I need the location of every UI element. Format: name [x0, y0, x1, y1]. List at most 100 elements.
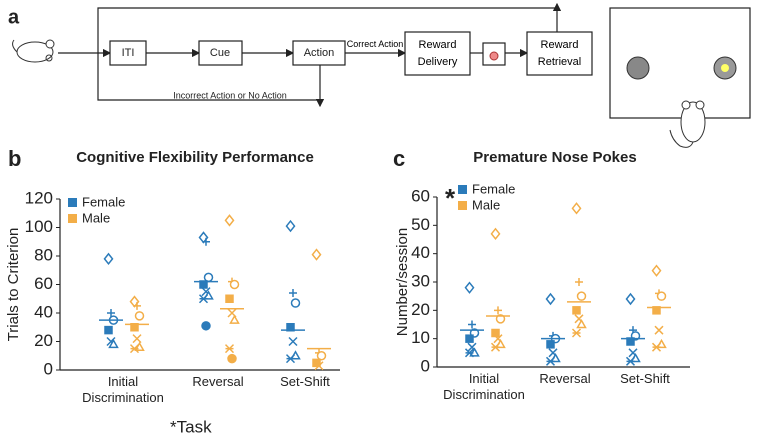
point [104, 325, 113, 335]
point [107, 309, 115, 317]
point [198, 294, 209, 304]
point [316, 351, 327, 361]
x-tick-label: Set-Shift [280, 374, 330, 389]
point [285, 354, 296, 364]
point [464, 348, 475, 358]
point [572, 306, 581, 315]
x-tick-label: Set-Shift [620, 371, 670, 386]
panel-label: c [393, 146, 405, 171]
x-tick-label: Reversal [539, 371, 591, 386]
point [656, 338, 667, 349]
y-tick-label: 40 [411, 243, 430, 262]
point [490, 342, 501, 352]
legend-swatch [68, 198, 77, 207]
point [495, 314, 506, 324]
box-label: ITI [122, 47, 135, 59]
x-tick-wrap: Reversal [539, 371, 591, 386]
x-tick-label: Reversal [192, 374, 244, 389]
point [490, 227, 501, 241]
point [575, 278, 583, 286]
box-label: Action [304, 47, 335, 59]
panel-label: a [8, 6, 20, 28]
y-axis-label: Number/session [394, 228, 411, 336]
chart-title: Cognitive Flexibility Performance [76, 149, 314, 166]
point [654, 325, 664, 335]
y-tick-label: 60 [411, 186, 430, 205]
y-axis-label: Trials to Criterion [5, 228, 22, 342]
light [721, 64, 729, 72]
point [545, 292, 556, 306]
y-tick-label: 10 [411, 328, 430, 347]
point [468, 320, 476, 329]
y-tick-label: 120 [25, 188, 53, 207]
point [108, 338, 119, 349]
panel-label: b [8, 146, 21, 171]
y-tick-label: 0 [421, 356, 430, 375]
x-tick-wrap: Initial Discrimination [443, 371, 525, 402]
point [314, 361, 324, 371]
point [630, 352, 641, 363]
point [546, 340, 555, 349]
y-tick-label: 80 [34, 245, 53, 264]
annotation: *Task [170, 417, 212, 435]
loop-line [97, 53, 320, 101]
point [103, 252, 114, 266]
y-tick-label: 40 [34, 302, 53, 321]
incorrect-label: Incorrect Action or No Action [173, 90, 287, 100]
y-tick-label: 60 [34, 274, 53, 293]
x-tick-wrap: Initial Discrimination [82, 374, 164, 405]
point [202, 237, 210, 246]
box [526, 31, 593, 76]
legend-swatch [458, 201, 467, 210]
point [229, 279, 240, 290]
legend-label: Female [472, 181, 515, 196]
legend-label: Male [82, 210, 110, 225]
legend-swatch [68, 214, 77, 223]
y-tick-label: 100 [25, 217, 53, 236]
box-label: Cue [210, 47, 230, 59]
point [651, 342, 662, 352]
point [132, 334, 142, 344]
chart-title: Premature Nose Pokes [473, 149, 636, 166]
point [285, 219, 296, 233]
point [494, 306, 502, 315]
point [225, 294, 234, 303]
box [292, 40, 346, 66]
point [651, 264, 662, 277]
x-tick-label: Initial Discrimination [443, 371, 525, 402]
point [290, 350, 301, 360]
point [133, 301, 141, 310]
point [227, 353, 237, 364]
legend-label: Female [82, 194, 125, 209]
legend-label: Male [472, 197, 500, 212]
mouse-icon [669, 100, 706, 148]
mouse-icon [12, 39, 55, 63]
point [201, 321, 211, 331]
box-label: Reward Retrieval [537, 39, 582, 68]
loop-line [97, 7, 557, 53]
point [134, 311, 145, 321]
point [465, 334, 474, 343]
pellet [489, 51, 499, 61]
point [576, 291, 587, 301]
point [550, 352, 561, 363]
point [290, 298, 301, 308]
box-label: Reward Delivery [417, 39, 458, 68]
point [129, 344, 140, 354]
point [224, 214, 235, 227]
point [464, 281, 475, 294]
y-tick-label: 30 [411, 271, 430, 290]
point [625, 356, 636, 366]
annotation: * [445, 183, 456, 213]
correct-label: Correct Action [346, 39, 404, 49]
x-tick-wrap: Set-Shift [620, 371, 670, 386]
legend-swatch [458, 185, 467, 194]
y-tick-label: 20 [34, 331, 53, 350]
nose-hole [626, 56, 650, 80]
x-tick-wrap: Set-Shift [280, 374, 330, 389]
point [625, 292, 636, 306]
point [203, 272, 214, 283]
point [288, 336, 298, 347]
y-tick-label: 20 [411, 300, 430, 319]
